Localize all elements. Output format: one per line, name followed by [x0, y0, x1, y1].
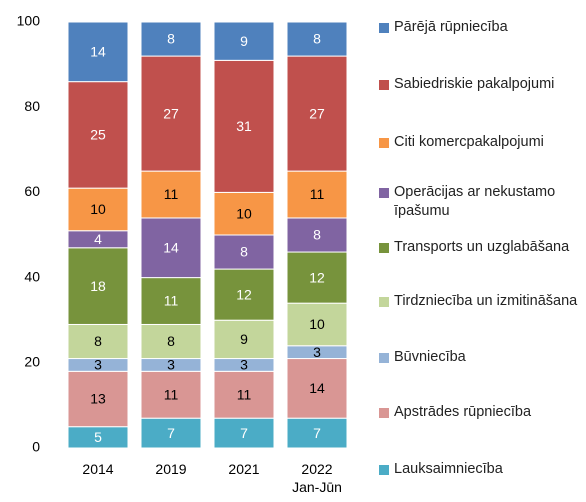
- data-label: 9: [240, 331, 248, 347]
- legend-label: Citi komercpakalpojumi: [394, 134, 544, 150]
- legend-label: Būvniecība: [394, 349, 466, 365]
- bar-segment: [140, 21, 202, 57]
- y-tick-label: 80: [24, 98, 40, 114]
- data-label: 12: [236, 286, 252, 302]
- bar-segment: [213, 319, 275, 360]
- legend-swatch: [379, 188, 389, 198]
- data-label: 11: [164, 293, 179, 309]
- bar-segment: [286, 217, 348, 253]
- bar-segment: [213, 59, 275, 193]
- data-label: 5: [94, 429, 102, 445]
- x-tick-label: 2019: [155, 461, 187, 477]
- legend-swatch: [379, 23, 389, 33]
- data-label: 13: [90, 391, 106, 407]
- y-tick-label: 0: [32, 439, 40, 455]
- legend-swatch: [379, 297, 389, 307]
- data-label: 7: [313, 425, 321, 441]
- bar-segment: [67, 323, 129, 360]
- data-label: 25: [90, 127, 106, 143]
- bar-segment: [286, 417, 348, 449]
- bar-segment: [140, 370, 202, 419]
- bar-segment: [286, 251, 348, 304]
- bar-segment: [213, 370, 275, 419]
- y-tick-label: 60: [24, 183, 40, 199]
- data-label: 11: [310, 186, 325, 202]
- legend-label: Lauksaimniecība: [394, 461, 503, 477]
- data-label: 31: [236, 118, 252, 134]
- legend-label: Tirdzniecība un izmitināšana: [394, 293, 578, 309]
- legend-swatch: [379, 138, 389, 148]
- bar-segment: [286, 170, 348, 219]
- legend-label: Operācijas ar nekustamo īpašumu: [394, 184, 556, 219]
- legend-swatch: [379, 243, 389, 253]
- data-label: 3: [94, 357, 102, 373]
- bar-segment: [286, 21, 348, 57]
- data-label: 8: [240, 244, 248, 260]
- bar-segment: [67, 247, 129, 325]
- data-label: 11: [164, 386, 179, 402]
- data-label: 14: [163, 239, 179, 255]
- bar-segment: [140, 55, 202, 172]
- data-label: 3: [167, 357, 175, 373]
- legend-swatch: [379, 408, 389, 418]
- data-label: 14: [309, 380, 325, 396]
- data-label: 11: [164, 186, 179, 202]
- y-tick-label: 40: [24, 268, 40, 284]
- data-label: 10: [90, 201, 106, 217]
- bar-segment: [67, 187, 129, 232]
- x-tick-label: 2014: [82, 461, 114, 477]
- bar-segment: [67, 21, 129, 83]
- data-label: 8: [167, 31, 175, 47]
- data-label: 18: [90, 278, 106, 294]
- bar-segment: [140, 277, 202, 325]
- data-label: 12: [309, 269, 325, 285]
- data-label: 8: [313, 227, 321, 243]
- y-tick-label: 100: [17, 13, 41, 29]
- x-tick-label: 2022 Jan-Jūn: [292, 461, 342, 495]
- data-label: 3: [313, 344, 321, 360]
- data-label: 14: [90, 44, 106, 60]
- bar-segment: [213, 21, 275, 61]
- data-label: 11: [237, 386, 252, 402]
- data-label: 7: [167, 425, 175, 441]
- legend-swatch: [379, 465, 389, 475]
- data-label: 8: [313, 31, 321, 47]
- data-label: 4: [94, 231, 102, 247]
- x-tick-label: 2021: [228, 461, 260, 477]
- legend-swatch: [379, 353, 389, 363]
- bar-segment: [140, 170, 202, 219]
- bar-segment: [67, 81, 129, 189]
- legend-swatch: [379, 80, 389, 90]
- data-label: 27: [163, 105, 179, 121]
- y-tick-label: 20: [24, 354, 40, 370]
- data-label: 8: [167, 333, 175, 349]
- bar-segment: [140, 417, 202, 449]
- legend-label: Pārējā rūpniecība: [394, 19, 508, 35]
- data-label: 3: [240, 357, 248, 373]
- bar-segment: [286, 358, 348, 419]
- data-label: 9: [240, 33, 248, 49]
- data-label: 8: [94, 333, 102, 349]
- bar-segment: [286, 55, 348, 172]
- legend-label: Apstrādes rūpniecība: [394, 404, 532, 420]
- bar-segment: [67, 370, 129, 428]
- legend-label: Sabiedriskie pakalpojumi: [394, 76, 555, 92]
- data-label: 27: [309, 105, 325, 121]
- data-label: 10: [309, 316, 325, 332]
- data-label: 7: [240, 425, 248, 441]
- data-label: 10: [236, 205, 252, 221]
- bar-segment: [140, 217, 202, 279]
- legend-label: Transports un uzglabāšana: [394, 239, 570, 255]
